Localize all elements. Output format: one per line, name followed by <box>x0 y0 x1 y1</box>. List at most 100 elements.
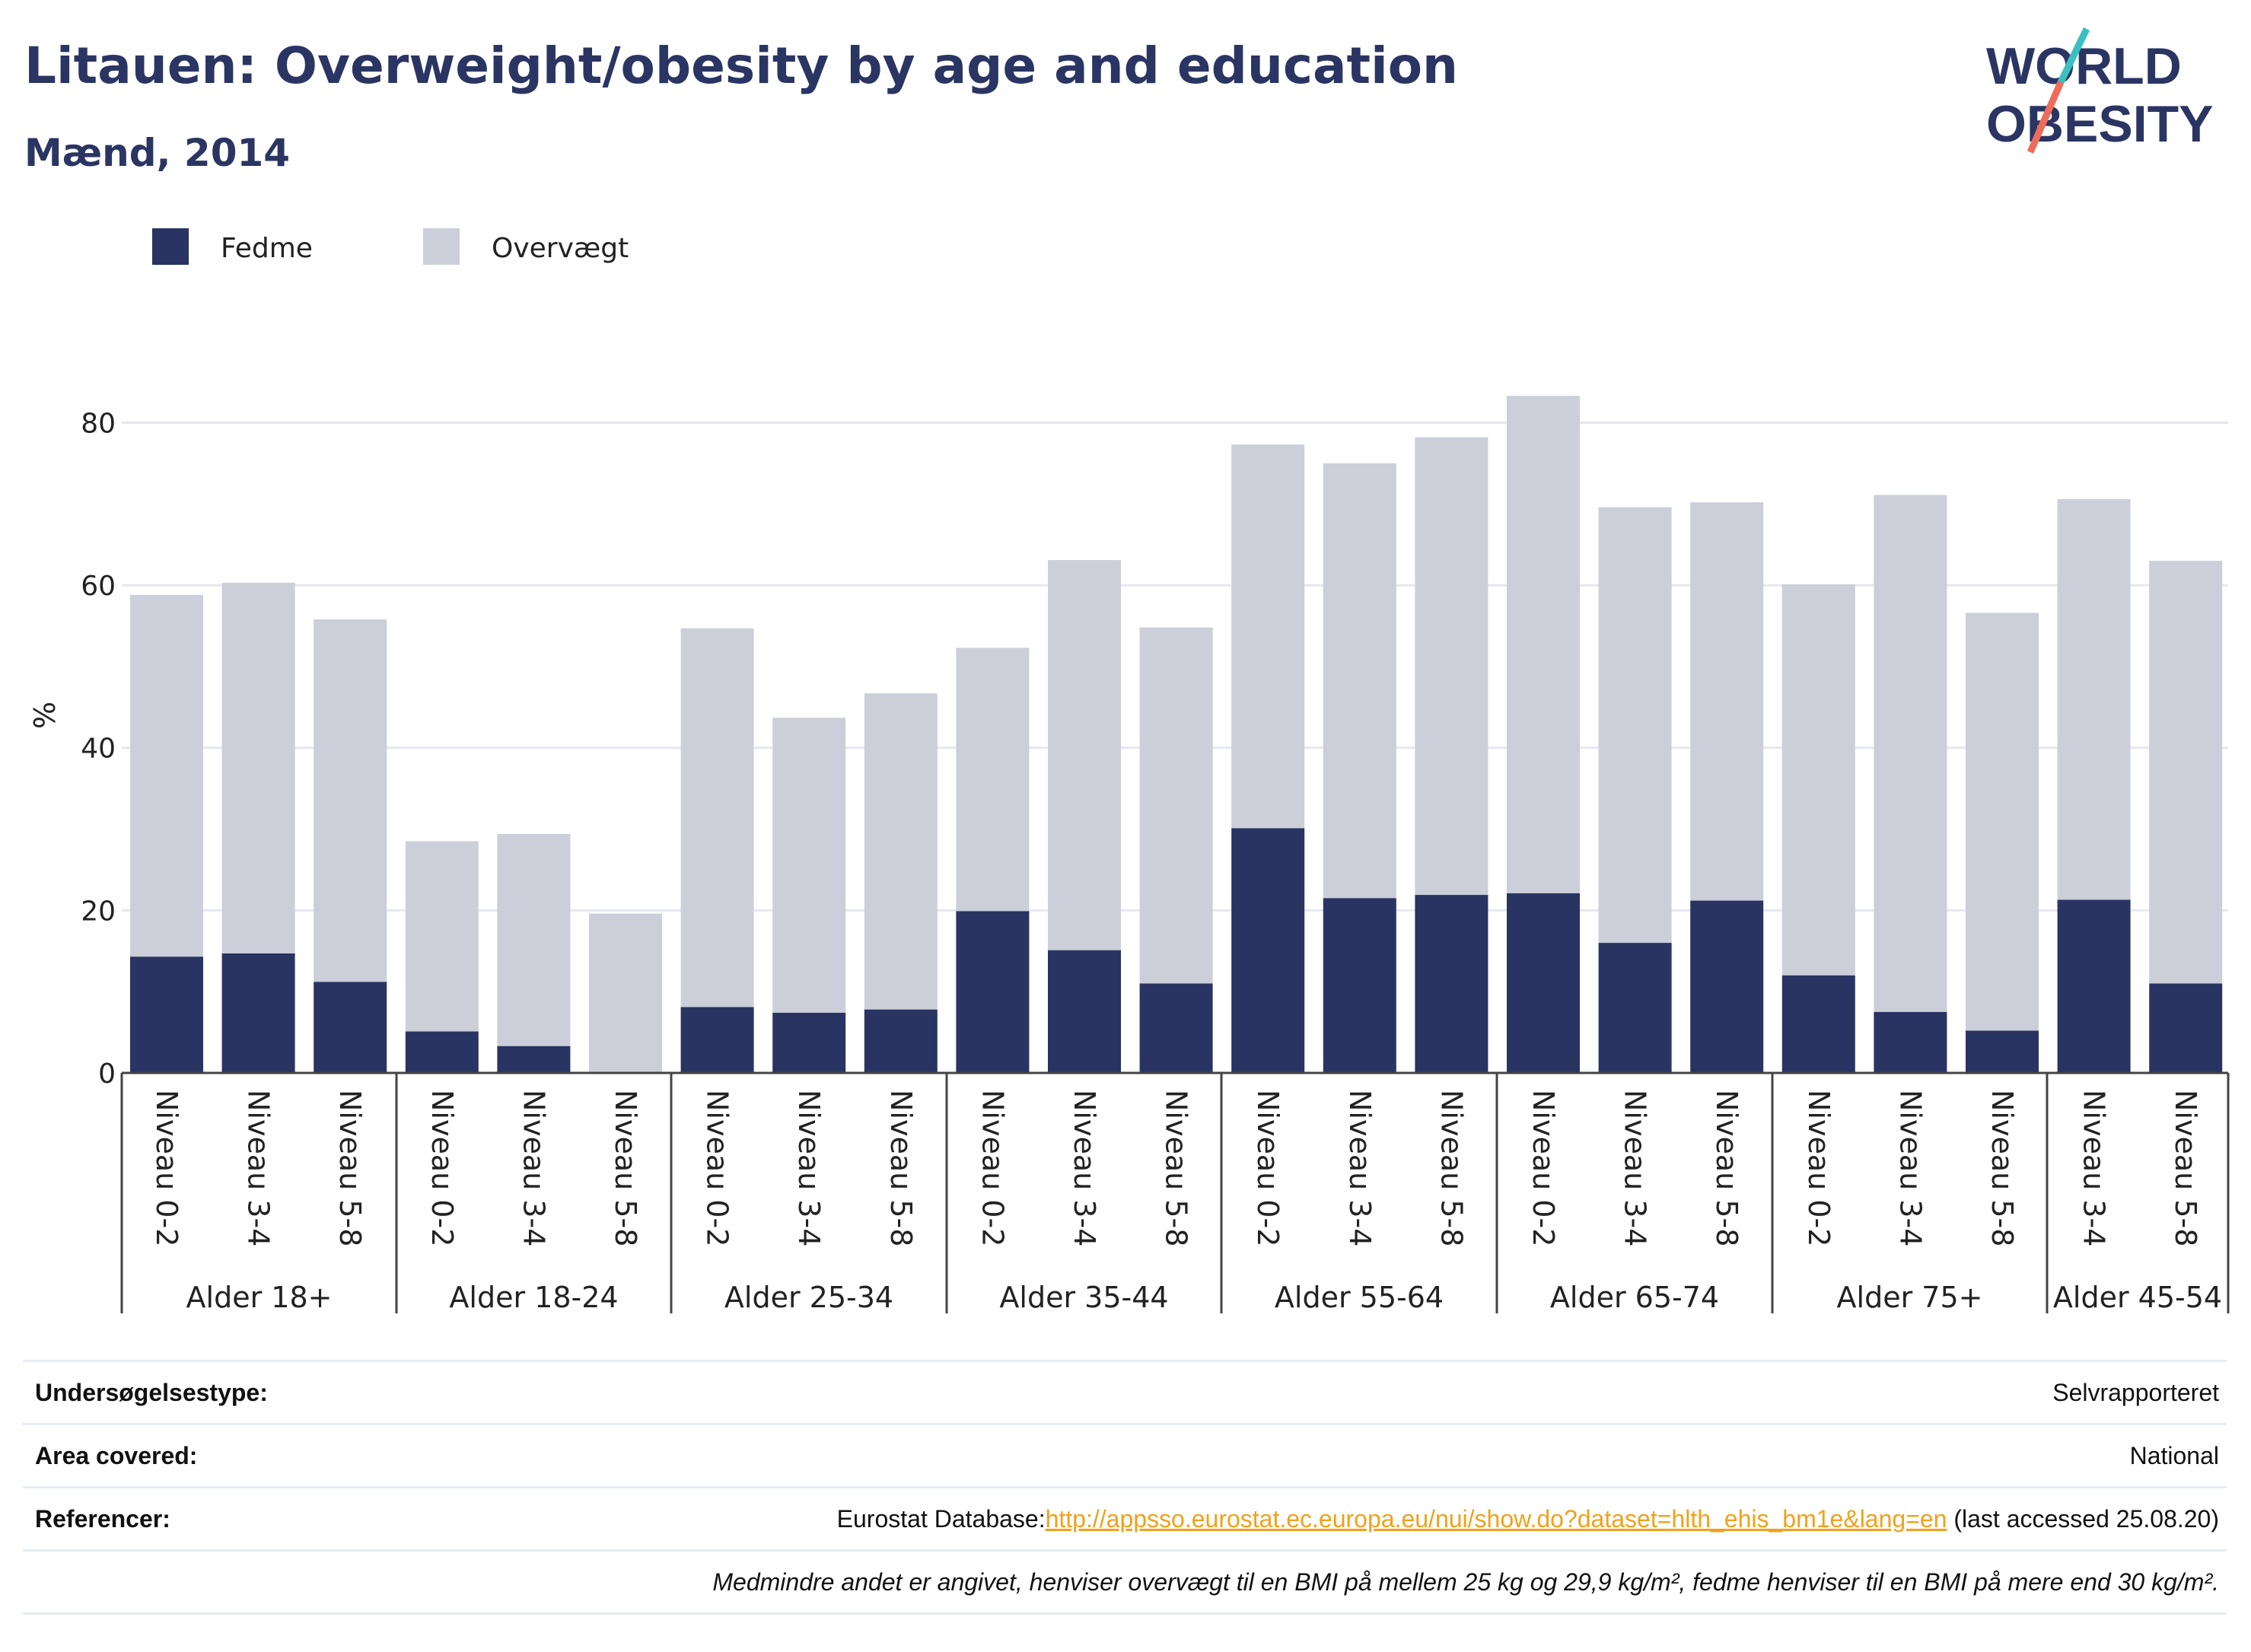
bar-fedme <box>1323 898 1396 1073</box>
bar-overvaegt <box>956 648 1030 912</box>
logo-stroke-teal <box>2057 27 2090 84</box>
bar-overvaegt <box>1874 495 1947 1012</box>
x-tick-label: Niveau 3-4 <box>792 1090 826 1246</box>
x-tick-label: Niveau 0-2 <box>1802 1090 1836 1246</box>
bar-fedme <box>864 1009 938 1073</box>
bar-overvaegt <box>680 628 754 1007</box>
x-group-label: Alder 45-54 <box>2053 1281 2222 1314</box>
bar-overvaegt <box>221 582 295 953</box>
legend-label-fedme: Fedme <box>221 233 313 264</box>
x-tick-label: Niveau 3-4 <box>1893 1090 1927 1246</box>
bar-overvaegt <box>1781 584 1855 976</box>
bars <box>130 396 2223 1073</box>
bar-fedme <box>956 911 1030 1073</box>
info-row-note: Medmindre andet er angivet, henviser ove… <box>23 1549 2227 1615</box>
bar-fedme <box>221 953 295 1073</box>
x-group-label: Alder 55-64 <box>1275 1281 1444 1314</box>
x-tick-label: Niveau 0-2 <box>150 1090 183 1246</box>
bar-fedme <box>1598 943 1672 1073</box>
bar-fedme <box>2057 899 2131 1073</box>
bar-overvaegt <box>772 718 846 1013</box>
x-tick-label: Niveau 3-4 <box>1619 1090 1652 1246</box>
logo-stroke-coral <box>2027 81 2065 154</box>
x-tick-label: Niveau 5-8 <box>1160 1090 1193 1246</box>
x-tick-label: Niveau 5-8 <box>884 1090 918 1246</box>
x-tick-label: Niveau 3-4 <box>242 1090 275 1246</box>
bar-fedme <box>314 982 387 1073</box>
x-group-label: Alder 18-24 <box>449 1281 618 1314</box>
info-row-area: Area covered: National <box>23 1423 2227 1486</box>
world-obesity-logo: WORLD OBESITY <box>1986 27 2214 154</box>
bar-fedme <box>405 1031 479 1073</box>
bar-fedme <box>1048 950 1121 1073</box>
survey-type-label: Undersøgelsestype: <box>35 1379 268 1406</box>
x-tick-label: Niveau 0-2 <box>701 1090 734 1246</box>
x-tick-label: Niveau 5-8 <box>1985 1090 2019 1246</box>
x-axis: Niveau 0-2 Niveau 3-4 Niveau 5-8 Alder 18+ N… <box>120 1071 2230 1314</box>
y-tick-label: 60 <box>81 571 116 602</box>
references-label: Referencer: <box>35 1505 170 1533</box>
x-tick-label: Niveau 5-8 <box>609 1090 642 1246</box>
x-tick-label: Niveau 3-4 <box>2077 1090 2111 1246</box>
bar-overvaegt <box>1048 559 1121 950</box>
y-axis-label: % <box>28 702 62 729</box>
bar-fedme <box>2149 983 2223 1073</box>
x-tick-label: Niveau 0-2 <box>976 1090 1009 1246</box>
bar-overvaegt <box>1323 463 1396 899</box>
bar-fedme <box>1781 975 1855 1073</box>
bar-overvaegt <box>2057 498 2131 900</box>
area-covered-value: National <box>2129 1442 2219 1469</box>
references-value: Eurostat Database:http://appsso.eurostat… <box>837 1505 2219 1533</box>
x-group-label: Alder 65-74 <box>1550 1281 1719 1314</box>
bar-overvaegt <box>1231 444 1305 829</box>
bar-overvaegt <box>1966 613 2039 1031</box>
x-tick-label: Niveau 5-8 <box>2169 1090 2202 1246</box>
bar-overvaegt <box>1598 507 1672 944</box>
bar-overvaegt <box>1690 502 1764 901</box>
x-tick-label: Niveau 5-8 <box>1710 1090 1743 1246</box>
x-group-label: Alder 35-44 <box>999 1281 1168 1314</box>
y-tick-label: 0 <box>98 1058 116 1090</box>
x-group-label: Alder 18+ <box>186 1281 333 1314</box>
x-group-label: Alder 25-34 <box>724 1281 893 1314</box>
logo-line1: WORLD <box>1986 37 2182 95</box>
bar-fedme <box>1874 1011 1947 1073</box>
bar-fedme <box>1415 895 1488 1073</box>
bar-fedme <box>680 1007 754 1073</box>
info-table: Undersøgelsestype: Selvrapporteret Area … <box>23 1360 2227 1615</box>
x-group-label: Alder 75+ <box>1837 1281 1983 1314</box>
x-tick-label: Niveau 3-4 <box>1343 1090 1377 1246</box>
y-tick-label: 20 <box>81 896 116 927</box>
x-tick-label: Niveau 0-2 <box>425 1090 459 1246</box>
bar-overvaegt <box>497 833 571 1046</box>
legend-label-overvægt: Overvægt <box>492 233 629 264</box>
bar-overvaegt <box>1507 396 1580 893</box>
bar-fedme <box>772 1012 846 1073</box>
x-tick-label: Niveau 0-2 <box>1251 1090 1285 1246</box>
legend-swatch-overvægt <box>423 228 460 265</box>
bar-overvaegt <box>130 594 203 957</box>
x-tick-label: Niveau 5-8 <box>1434 1090 1468 1246</box>
info-row-survey: Undersøgelsestype: Selvrapporteret <box>23 1360 2227 1423</box>
reference-suffix: (last accessed 25.08.20) <box>1947 1505 2219 1533</box>
bar-overvaegt <box>314 619 387 982</box>
area-covered-label: Area covered: <box>35 1442 198 1469</box>
reference-link[interactable]: http://appsso.eurostat.ec.europa.eu/nui/… <box>1045 1505 1947 1533</box>
x-tick-label: Niveau 5-8 <box>333 1090 367 1246</box>
bar-overvaegt <box>1139 627 1213 984</box>
chart-title: Litauen: Overweight/obesity by age and e… <box>24 37 1459 95</box>
y-tick-label: 80 <box>81 408 116 439</box>
legend-swatch-fedme <box>152 228 189 265</box>
bar-fedme <box>1507 893 1580 1073</box>
bar-overvaegt <box>864 693 938 1010</box>
bar-overvaegt <box>2149 561 2223 984</box>
y-axis: 0 20 40 60 80% <box>28 408 116 1090</box>
info-row-references: Referencer: Eurostat Database:http://app… <box>23 1486 2227 1549</box>
reference-prefix: Eurostat Database: <box>836 1505 1046 1533</box>
bmi-note: Medmindre andet er angivet, henviser ove… <box>712 1568 2219 1596</box>
bar-overvaegt <box>405 841 479 1032</box>
bar-fedme <box>1966 1030 2039 1073</box>
x-tick-label: Niveau 3-4 <box>517 1090 550 1246</box>
bar-fedme <box>1139 983 1213 1073</box>
